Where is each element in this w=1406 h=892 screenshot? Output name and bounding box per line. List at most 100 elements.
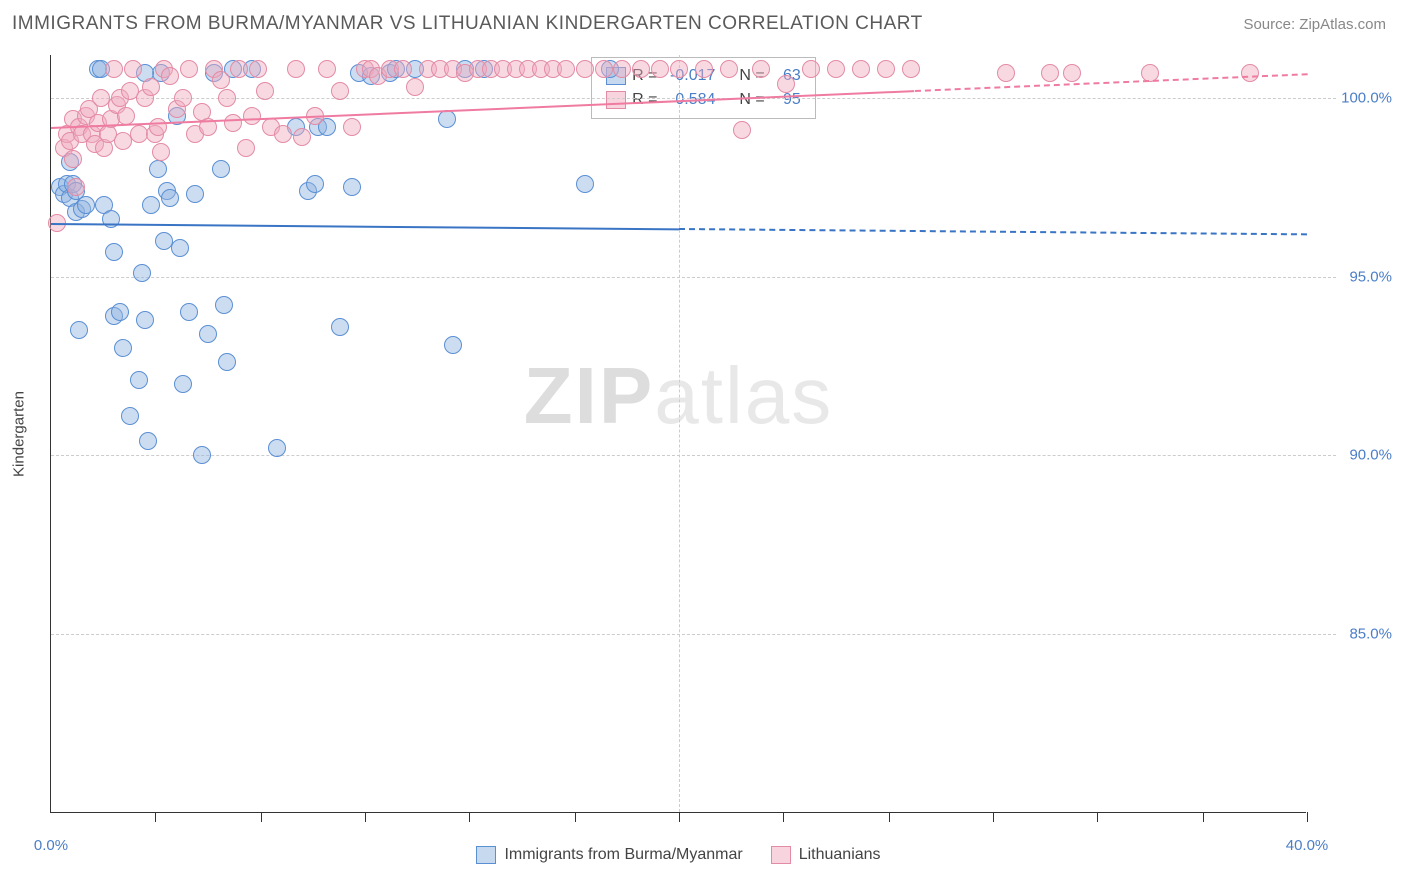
data-point	[293, 128, 311, 146]
legend-swatch	[606, 91, 626, 109]
data-point	[752, 60, 770, 78]
data-point	[343, 118, 361, 136]
trendline	[914, 73, 1307, 92]
data-point	[149, 118, 167, 136]
legend-item: Lithuanians	[771, 846, 881, 864]
data-point	[161, 189, 179, 207]
data-point	[438, 110, 456, 128]
data-point	[224, 114, 242, 132]
data-point	[243, 107, 261, 125]
data-point	[102, 210, 120, 228]
x-tick	[261, 812, 262, 822]
y-tick-label: 90.0%	[1349, 447, 1392, 464]
x-tick	[1203, 812, 1204, 822]
data-point	[133, 264, 151, 282]
legend-label: Immigrants from Burma/Myanmar	[504, 846, 742, 864]
x-tick	[575, 812, 576, 822]
data-point	[802, 60, 820, 78]
data-point	[331, 82, 349, 100]
data-point	[161, 67, 179, 85]
data-point	[67, 178, 85, 196]
legend-n-value: 95	[771, 91, 801, 109]
plot-area: ZIPatlas Kindergarten R =-0.017N =63R =0…	[50, 55, 1306, 813]
trendline	[679, 228, 1307, 235]
legend-r-label: R =	[632, 91, 657, 109]
gridline-h	[51, 634, 1336, 635]
x-tick	[889, 812, 890, 822]
data-point	[139, 432, 157, 450]
data-point	[256, 82, 274, 100]
data-point	[576, 60, 594, 78]
data-point	[149, 160, 167, 178]
data-point	[1063, 64, 1081, 82]
data-point	[1241, 64, 1259, 82]
data-point	[171, 239, 189, 257]
data-point	[406, 78, 424, 96]
data-point	[777, 75, 795, 93]
data-point	[249, 60, 267, 78]
data-point	[343, 178, 361, 196]
gridline-v	[679, 55, 680, 812]
x-tick	[1097, 812, 1098, 822]
data-point	[105, 60, 123, 78]
data-point	[733, 121, 751, 139]
data-point	[215, 296, 233, 314]
data-point	[997, 64, 1015, 82]
x-tick	[1307, 812, 1308, 822]
gridline-h	[51, 277, 1336, 278]
data-point	[114, 339, 132, 357]
data-point	[877, 60, 895, 78]
data-point	[695, 60, 713, 78]
data-point	[827, 60, 845, 78]
data-point	[180, 60, 198, 78]
data-point	[105, 243, 123, 261]
data-point	[111, 303, 129, 321]
y-tick-label: 85.0%	[1349, 626, 1392, 643]
data-point	[852, 60, 870, 78]
data-point	[230, 60, 248, 78]
data-point	[117, 107, 135, 125]
data-point	[186, 185, 204, 203]
data-point	[651, 60, 669, 78]
data-point	[670, 60, 688, 78]
x-tick	[469, 812, 470, 822]
data-point	[394, 60, 412, 78]
data-point	[306, 175, 324, 193]
data-point	[174, 375, 192, 393]
data-point	[218, 353, 236, 371]
x-tick	[365, 812, 366, 822]
data-point	[77, 196, 95, 214]
trendline	[51, 223, 679, 230]
data-point	[70, 321, 88, 339]
legend-n-label: N =	[739, 91, 764, 109]
y-tick-label: 100.0%	[1341, 89, 1392, 106]
data-point	[595, 60, 613, 78]
data-point	[237, 139, 255, 157]
x-tick	[679, 812, 680, 822]
data-point	[613, 60, 631, 78]
gridline-h	[51, 455, 1336, 456]
data-point	[212, 71, 230, 89]
data-point	[142, 196, 160, 214]
legend-swatch	[771, 846, 791, 864]
data-point	[274, 125, 292, 143]
x-tick	[783, 812, 784, 822]
x-tick-label: 40.0%	[1286, 837, 1329, 854]
data-point	[174, 89, 192, 107]
data-point	[268, 439, 286, 457]
x-tick	[155, 812, 156, 822]
data-point	[193, 446, 211, 464]
data-point	[142, 78, 160, 96]
chart-title: IMMIGRANTS FROM BURMA/MYANMAR VS LITHUAN…	[12, 13, 923, 35]
data-point	[557, 60, 575, 78]
source-attribution: Source: ZipAtlas.com	[1243, 16, 1386, 33]
data-point	[318, 60, 336, 78]
data-point	[136, 311, 154, 329]
data-point	[180, 303, 198, 321]
data-point	[124, 60, 142, 78]
data-point	[121, 407, 139, 425]
y-tick-label: 95.0%	[1349, 268, 1392, 285]
data-point	[576, 175, 594, 193]
data-point	[130, 371, 148, 389]
legend-swatch	[476, 846, 496, 864]
